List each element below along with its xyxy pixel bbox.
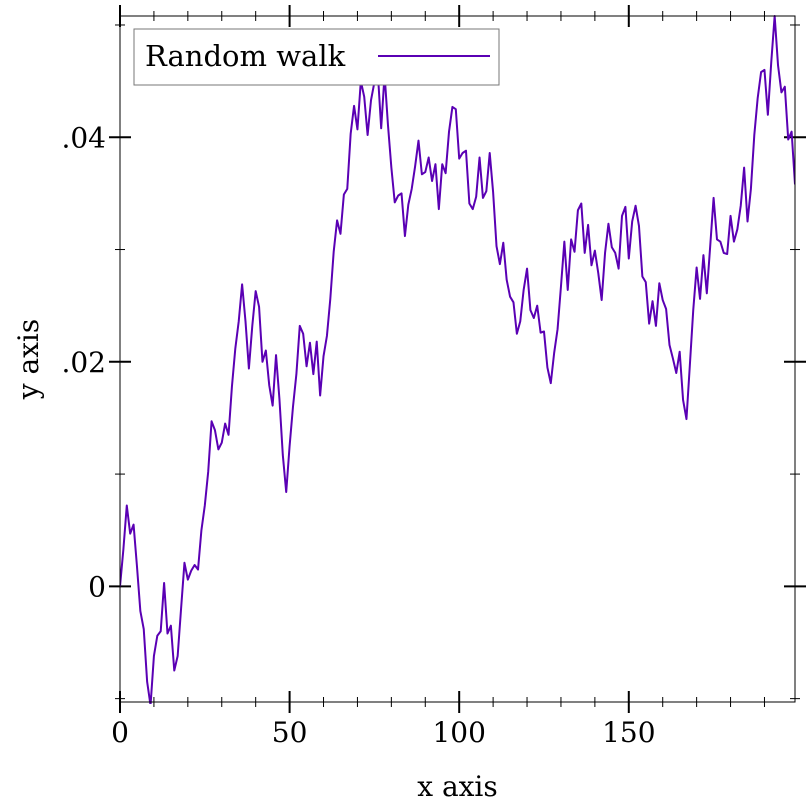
legend: Random walk [133,28,500,86]
legend-label: Random walk [145,39,346,73]
y-tick-label: 0 [88,570,106,603]
series-line-0 [120,15,795,704]
x-tick-label: 100 [432,716,485,749]
plot-frame [119,15,796,703]
x-tick-label: 0 [111,716,129,749]
x-tick-label: 50 [272,716,308,749]
tick-labels: 0 50 100 150 0 .02 .04 [61,121,655,749]
x-axis-label: x axis [417,770,498,803]
y-tick-label: .04 [61,121,106,154]
x-tick-label: 150 [602,716,655,749]
plot-area [120,15,795,704]
y-axis-label: y axis [12,319,45,401]
y-tick-label: .02 [61,346,106,379]
